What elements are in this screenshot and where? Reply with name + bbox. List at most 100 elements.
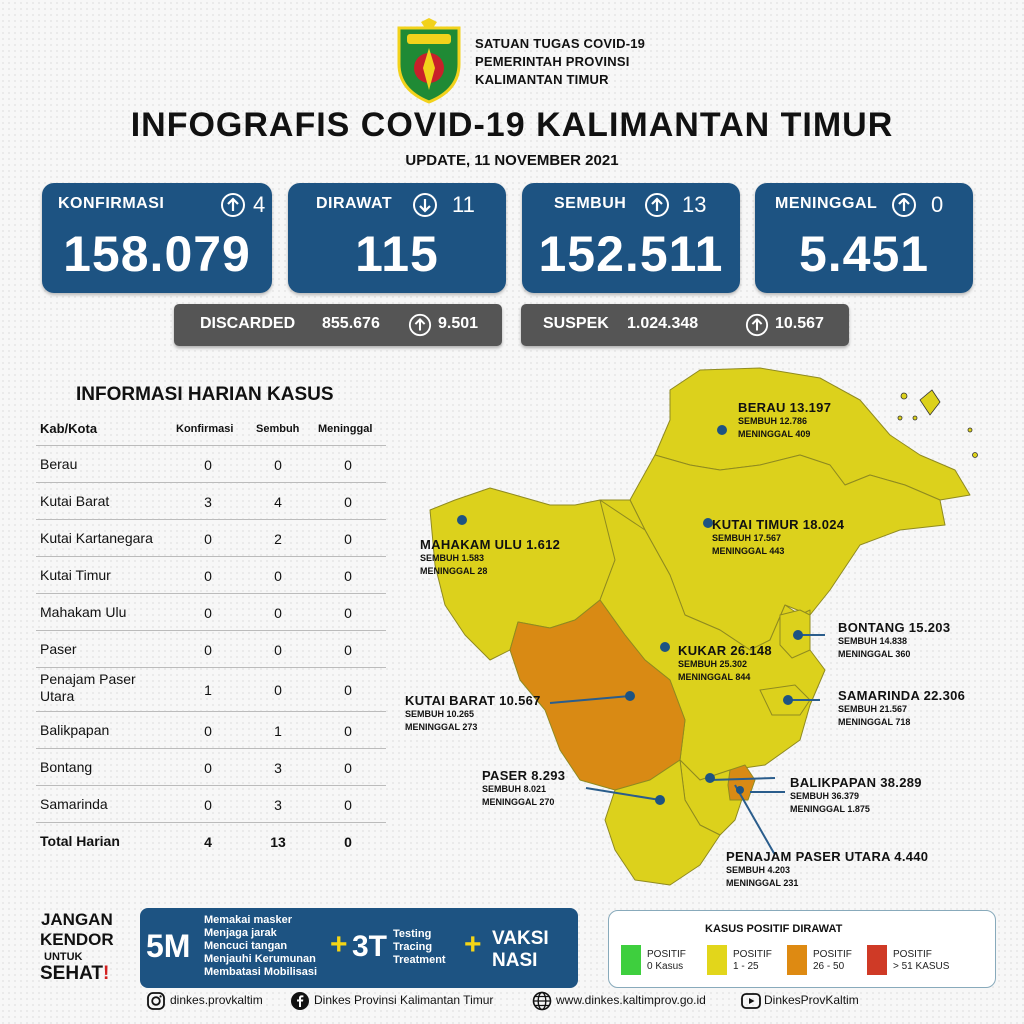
row-meninggal: 0	[344, 796, 352, 813]
footer-instagram[interactable]: dinkes.provkaltim	[170, 993, 263, 1007]
jangan-kendor-slogan: JANGAN KENDOR UNTUK SEHAT!	[40, 910, 114, 984]
row-kabkota: Kutai Timur	[40, 567, 111, 583]
suspek-delta: 10.567	[775, 315, 824, 332]
row-konfirmasi: 0	[204, 641, 212, 658]
row-meninggal: 0	[344, 722, 352, 739]
banner-3t: 3T	[352, 930, 388, 963]
row-meninggal: 0	[344, 567, 352, 584]
discarded-label: DISCARDED	[200, 315, 296, 332]
row-sembuh: 0	[274, 641, 282, 658]
table-row: Penajam Paser Utara 1 0 0	[36, 668, 386, 712]
youtube-icon	[741, 993, 761, 1009]
row-meninggal: 0	[344, 604, 352, 621]
leader-line-ppu	[734, 784, 776, 856]
map-label-kutai-barat: KUTAI BARAT 10.567 SEMBUH 10.265 MENINGG…	[405, 693, 541, 732]
arrow-up-icon	[745, 313, 769, 337]
table-row: Mahakam Ulu 0 0 0	[36, 594, 386, 631]
map-dots	[457, 425, 803, 805]
row-meninggal: 0	[344, 456, 352, 473]
legend-title: KASUS POSITIF DIRAWAT	[705, 923, 843, 935]
row-kabkota: Samarinda	[40, 796, 108, 812]
meninggal-card: MENINGGAL 0 5.451	[755, 183, 973, 293]
suspek-label: SUSPEK	[543, 315, 609, 332]
row-konfirmasi: 0	[204, 530, 212, 547]
legend-item-2: POSITIF 26 - 50	[813, 949, 852, 972]
row-kabkota: Kutai Barat	[40, 493, 110, 509]
update-date: UPDATE, 11 NOVEMBER 2021	[405, 152, 619, 169]
table-header-divider	[36, 445, 386, 446]
row-sembuh: 3	[274, 759, 282, 776]
banner-5m-list: Memakai masker Menjaga jarak Mencuci tanga…	[204, 914, 318, 978]
row-konfirmasi: 1	[204, 682, 212, 698]
globe-icon	[532, 991, 552, 1011]
sembuh-label: SEMBUH	[554, 195, 627, 212]
arrow-up-icon	[408, 313, 432, 337]
legend-swatch-red	[867, 945, 887, 975]
footer-web[interactable]: www.dinkes.kaltimprov.go.id	[556, 993, 706, 1007]
legend-swatch-orange	[787, 945, 807, 975]
row-kabkota: Penajam Paser Utara	[40, 671, 136, 704]
row-sembuh: 0	[274, 604, 282, 621]
table-header-kabkota: Kab/Kota	[40, 421, 98, 436]
row-konfirmasi: 0	[204, 759, 212, 776]
table-header-sembuh: Sembuh	[256, 423, 300, 435]
dirawat-card: DIRAWAT 11 115	[288, 183, 506, 293]
footer-youtube[interactable]: DinkesProvKaltim	[764, 993, 859, 1007]
row-kabkota: Kutai Kartanegara	[40, 530, 153, 546]
row-konfirmasi: 0	[204, 722, 212, 739]
meninggal-label: MENINGGAL	[775, 195, 878, 212]
table-header-meninggal: Meninggal	[318, 423, 373, 435]
map-label-mahakam-ulu: MAHAKAM ULU 1.612 SEMBUH 1.583 MENINGGAL…	[420, 537, 561, 576]
instagram-icon	[147, 992, 165, 1010]
table-header-konfirmasi: Konfirmasi	[176, 423, 234, 435]
page-title: INFOGRAFIS COVID-19 KALIMANTAN TIMUR	[130, 106, 894, 144]
legend-item-1: POSITIF 1 - 25	[733, 949, 772, 972]
row-sembuh: 3	[274, 796, 282, 813]
arrow-up-icon	[892, 193, 916, 217]
facebook-icon	[291, 992, 309, 1010]
suspek-bar: SUSPEK 1.024.348 10.567	[521, 304, 849, 346]
row-konfirmasi: 3	[204, 493, 212, 510]
row-konfirmasi: 0	[204, 567, 212, 584]
row-kabkota: Balikpapan	[40, 722, 110, 738]
meninggal-value: 5.451	[798, 226, 930, 282]
map-label-bontang: BONTANG 15.203 SEMBUH 14.838 MENINGGAL 3…	[838, 620, 951, 659]
gov-line-3: KALIMANTAN TIMUR	[475, 72, 609, 87]
row-meninggal: 0	[344, 641, 352, 658]
legend-swatch-yellow	[707, 945, 727, 975]
slogan-untuk: UNTUK	[44, 951, 83, 963]
map-region-balikpapan	[727, 764, 756, 801]
konfirmasi-value: 158.079	[63, 226, 251, 282]
row-sembuh: 0	[274, 456, 282, 473]
prokes-banner: 5M Memakai masker Menjaga jarak Mencuci ta…	[140, 908, 578, 988]
kaltim-emblem-logo	[397, 18, 461, 104]
arrow-up-icon	[645, 193, 669, 217]
table-title: INFORMASI HARIAN KASUS	[76, 384, 334, 405]
map-label-samarinda: SAMARINDA 22.306 SEMBUH 21.567 MENINGGAL…	[838, 688, 966, 727]
discarded-bar: DISCARDED 855.676 9.501	[174, 304, 502, 346]
konfirmasi-label: KONFIRMASI	[58, 195, 165, 212]
table-total-row: Total Harian 4 13 0	[36, 823, 386, 860]
table-row: Kutai Timur 0 0 0	[36, 557, 386, 594]
map-label-ppu: PENAJAM PASER UTARA 4.440 SEMBUH 4.203 M…	[726, 849, 929, 888]
slogan-jangan: JANGAN	[40, 910, 113, 929]
row-kabkota: Mahakam Ulu	[40, 604, 127, 620]
dirawat-label: DIRAWAT	[316, 195, 393, 212]
banner-3t-list: Testing Tracing Treatment	[393, 928, 446, 966]
row-sembuh: 0	[274, 567, 282, 584]
plus-icon: +	[464, 928, 482, 961]
table-row: Paser 0 0 0	[36, 631, 386, 668]
slogan-kendor: KENDOR	[40, 930, 114, 949]
map-label-balikpapan: BALIKPAPAN 38.289 SEMBUH 36.379 MENINGGA…	[790, 775, 922, 814]
row-meninggal: 0	[344, 530, 352, 547]
footer-facebook[interactable]: Dinkes Provinsi Kalimantan Timur	[314, 993, 494, 1007]
table-row: Kutai Barat 3 4 0	[36, 483, 386, 520]
table-row: Balikpapan 0 1 0	[36, 712, 386, 749]
konfirmasi-delta: 4	[253, 192, 266, 217]
row-meninggal: 0	[344, 493, 352, 510]
dirawat-delta: 11	[452, 192, 475, 217]
row-kabkota: Berau	[40, 456, 78, 472]
plus-icon: +	[330, 928, 348, 961]
row-konfirmasi: 0	[204, 604, 212, 621]
map-legend: KASUS POSITIF DIRAWAT POSITIF 0 Kasus POS…	[608, 910, 996, 988]
